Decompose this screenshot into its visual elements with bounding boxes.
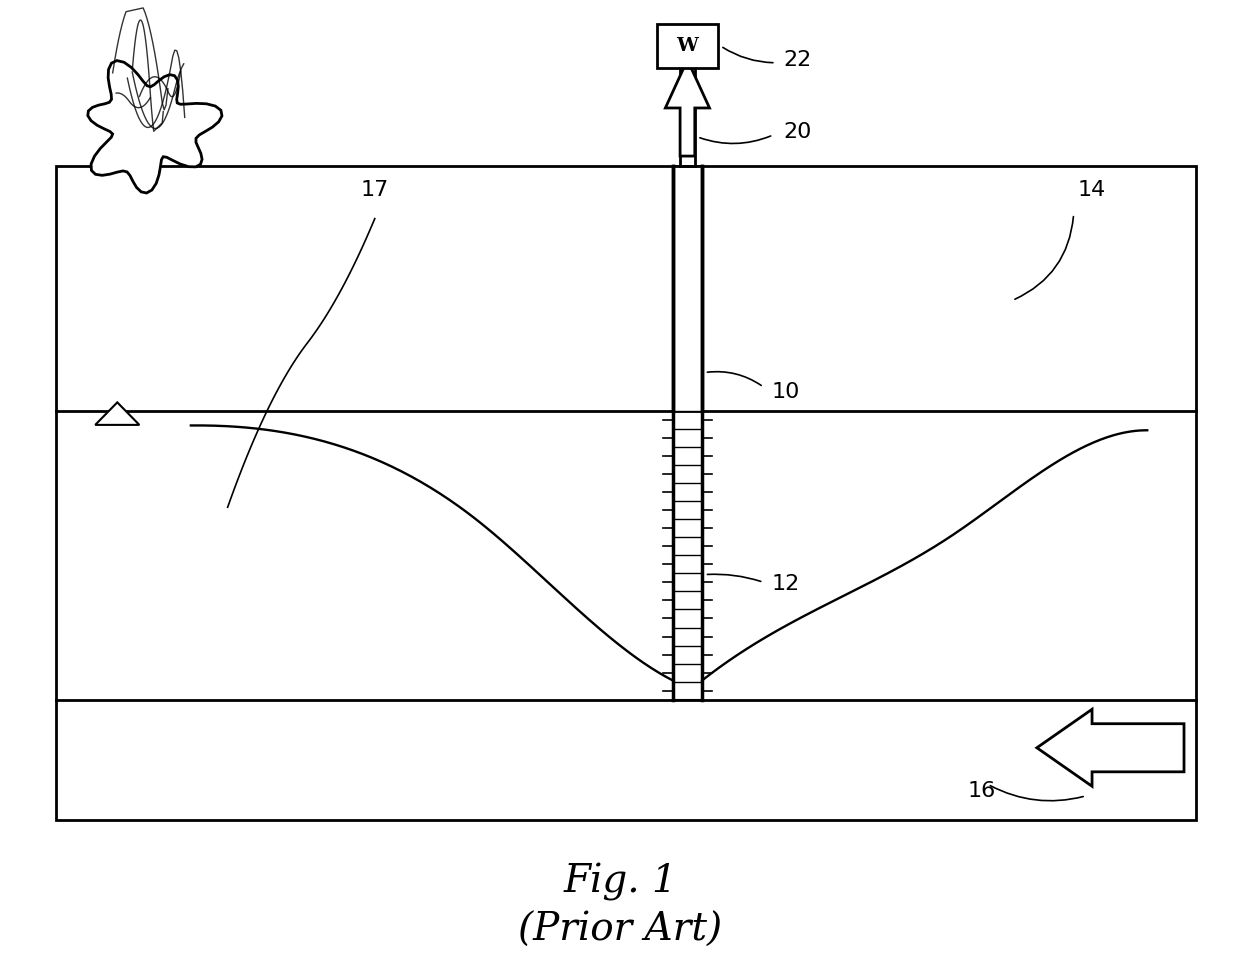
Text: 16: 16 <box>967 781 996 801</box>
Text: (Prior Art): (Prior Art) <box>518 912 722 949</box>
Text: 12: 12 <box>771 574 800 594</box>
Text: 17: 17 <box>361 180 389 200</box>
Polygon shape <box>95 402 139 425</box>
Polygon shape <box>88 61 222 193</box>
Text: 22: 22 <box>784 50 812 70</box>
Text: W: W <box>677 37 698 55</box>
Bar <box>657 24 718 67</box>
Text: 10: 10 <box>771 382 800 402</box>
Bar <box>673 166 702 411</box>
Text: Fig. 1: Fig. 1 <box>563 864 677 902</box>
Polygon shape <box>1037 710 1184 787</box>
Text: 20: 20 <box>784 122 812 142</box>
Polygon shape <box>666 60 709 156</box>
Text: 14: 14 <box>1078 180 1106 200</box>
Bar <box>56 166 1197 820</box>
